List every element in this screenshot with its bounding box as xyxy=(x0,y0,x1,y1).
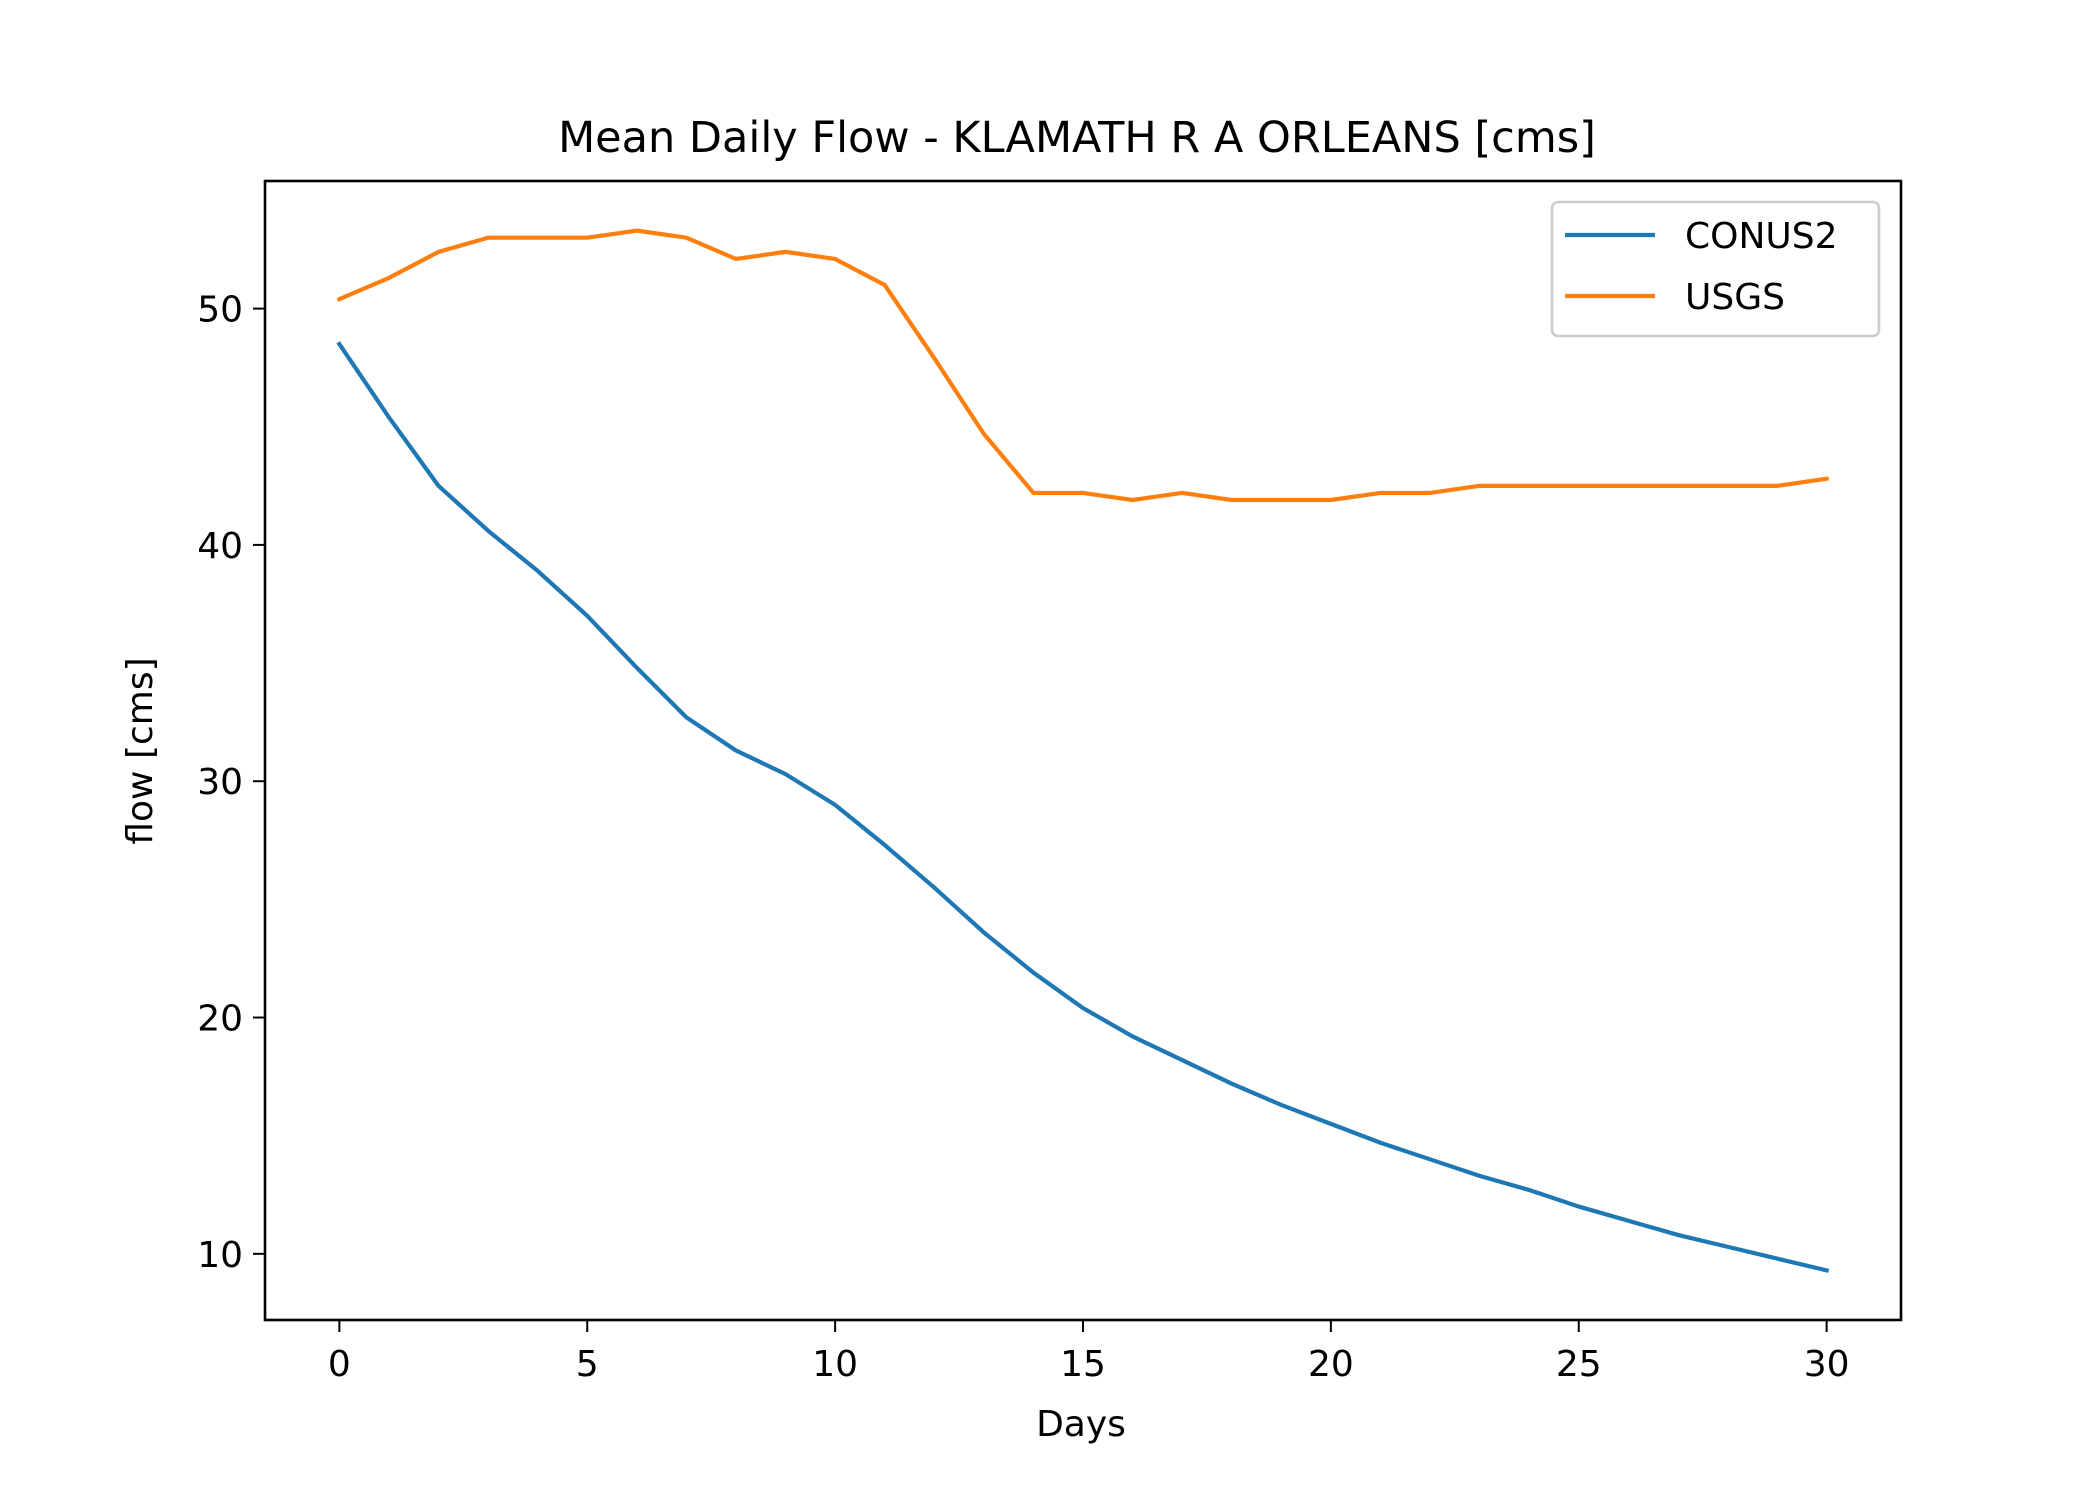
legend-label-usgs: USGS xyxy=(1685,277,1785,318)
legend: CONUS2 USGS xyxy=(1550,200,1881,338)
x-tick-label: 5 xyxy=(576,1344,599,1385)
x-tick-label: 10 xyxy=(812,1344,858,1385)
x-tick-label: 20 xyxy=(1308,1344,1354,1385)
chart-title: Mean Daily Flow - KLAMATH R A ORLEANS [c… xyxy=(558,113,1596,163)
x-tick-label: 25 xyxy=(1556,1344,1602,1385)
y-tick-label: 30 xyxy=(197,762,243,803)
x-tick-label: 30 xyxy=(1804,1344,1850,1385)
series-layer xyxy=(336,228,1830,1273)
y-tick-label: 20 xyxy=(197,999,243,1040)
series-line-usgs xyxy=(336,228,1830,503)
y-tick-label: 50 xyxy=(197,290,243,331)
y-axis-ticks: 10 20 30 40 50 xyxy=(197,290,265,1276)
legend-label-conus2: CONUS2 xyxy=(1685,216,1838,257)
y-tick-label: 10 xyxy=(197,1235,243,1276)
series-line-conus2 xyxy=(336,341,1830,1273)
x-tick-label: 15 xyxy=(1060,1344,1106,1385)
x-tick-label: 0 xyxy=(328,1344,351,1385)
x-axis-label: Days xyxy=(1036,1404,1126,1445)
y-tick-label: 40 xyxy=(197,526,243,567)
y-axis-label: flow [cms] xyxy=(120,657,161,844)
x-axis-ticks: 0 5 10 15 20 25 30 xyxy=(328,1320,1850,1385)
